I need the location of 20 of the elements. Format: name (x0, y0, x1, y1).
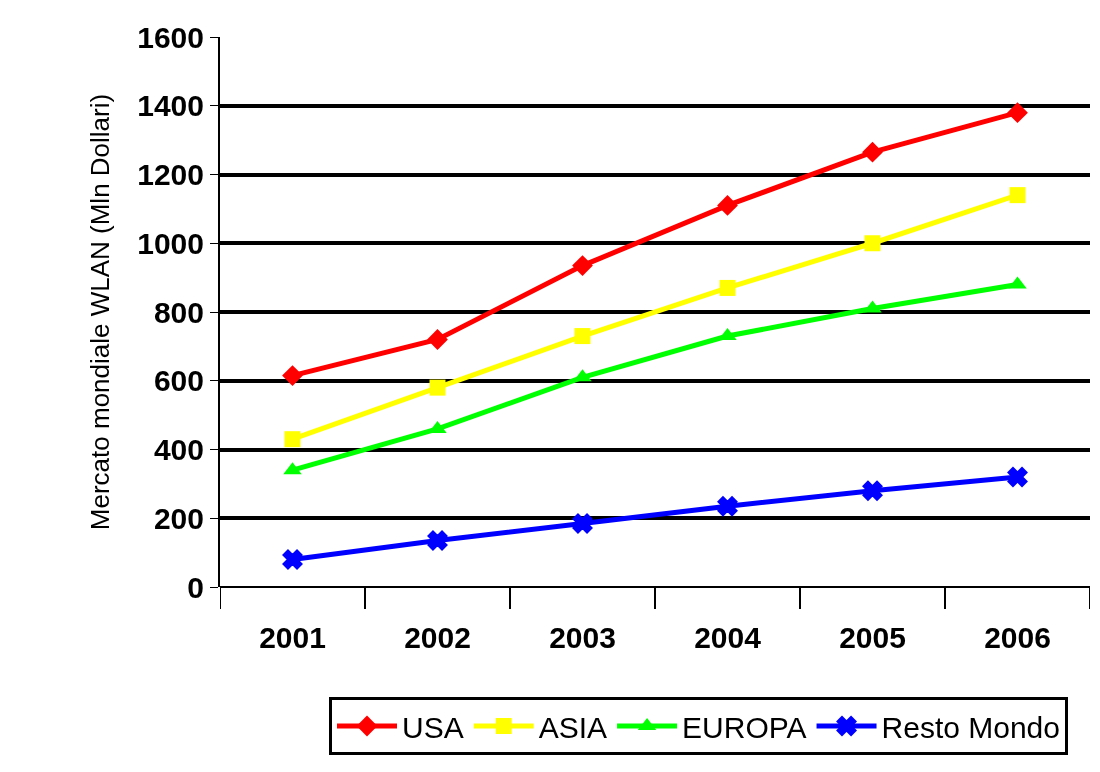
x-tick-label: 2001 (259, 621, 326, 654)
legend-label: EUROPA (682, 710, 807, 744)
y-tick-label: 400 (153, 433, 204, 466)
x-tick-label: 2006 (984, 621, 1051, 654)
x-tick-label: 2005 (839, 621, 906, 654)
y-tick-label: 800 (153, 295, 204, 329)
legend-label: Resto Mondo (881, 710, 1060, 744)
x-tick-label: 2004 (694, 621, 762, 654)
x-tick-label: 2003 (549, 621, 616, 654)
y-tick-label: 0 (187, 570, 204, 604)
x-tick-label: 2002 (404, 621, 471, 654)
y-tick-label: 1000 (137, 226, 204, 260)
legend-label: ASIA (538, 710, 608, 744)
legend-label: USA (402, 710, 464, 744)
y-tick-label: 200 (153, 501, 204, 535)
y-tick-label: 1400 (137, 89, 204, 123)
y-axis-title: Mercato mondiale WLAN (Mln Dollari) (85, 93, 116, 531)
y-tick-label: 1200 (137, 158, 204, 191)
y-tick-label: 600 (153, 364, 204, 398)
y-tick-label: 1600 (137, 20, 204, 54)
